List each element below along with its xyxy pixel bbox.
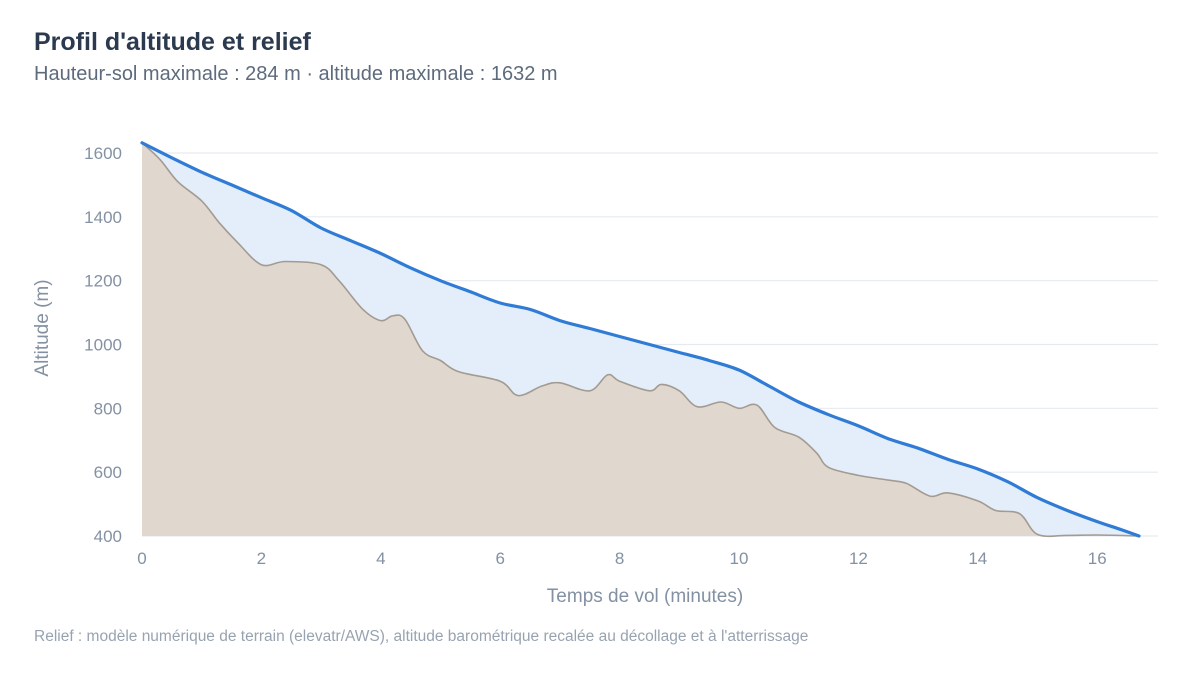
x-tick-label: 14 [968,549,987,568]
x-tick-label: 6 [495,549,504,568]
x-tick-label: 8 [615,549,624,568]
chart-title: Profil d'altitude et relief [34,28,311,56]
x-tick-label: 0 [137,549,146,568]
y-tick-label: 400 [94,527,122,546]
terrain-line [141,142,1140,538]
x-tick-label: 16 [1088,549,1107,568]
x-tick-label: 4 [376,549,385,568]
chart-subtitle: Hauteur-sol maximale : 284 m · altitude … [34,63,558,85]
chart-caption: Relief : modèle numérique de terrain (el… [34,628,809,645]
x-axis-title: Temps de vol (minutes) [547,586,743,607]
y-axis-title: Altitude (m) [32,279,53,376]
y-tick-label: 1000 [84,336,122,355]
terrain-area [142,142,1139,537]
x-axis-ticks: 0 2 4 6 8 10 12 14 16 [137,549,1106,568]
x-tick-label: 2 [257,549,266,568]
x-tick-label: 12 [849,549,868,568]
y-tick-label: 800 [94,399,122,418]
y-axis-ticks: 400 600 800 1000 1200 1400 1600 [84,144,122,546]
y-tick-label: 1600 [84,144,122,163]
altitude-line [140,141,1141,538]
y-tick-label: 600 [94,463,122,482]
y-tick-label: 1200 [84,272,122,291]
x-tick-label: 10 [730,549,749,568]
y-tick-label: 1400 [84,208,122,227]
